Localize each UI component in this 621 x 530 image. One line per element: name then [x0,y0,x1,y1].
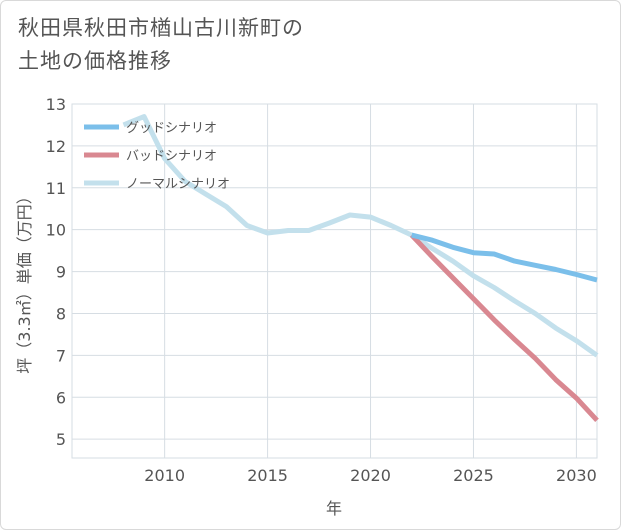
series-lines [122,114,599,423]
y-tick-label: 6 [56,388,66,407]
x-tick-label: 2015 [247,466,288,485]
y-tick-label: 12 [46,137,66,156]
x-tick-labels: 2010 2015 2020 2025 2030 [144,466,596,485]
x-tick-label: 2020 [350,466,391,485]
series-line [409,233,599,423]
chart-title-line-2: 土地の価格推移 [18,49,172,73]
y-axis-label: 坪（3.3㎡）単価（万円） [15,188,34,373]
y-tick-labels: 5 6 7 8 9 10 11 12 13 [46,95,66,449]
y-tick-label: 10 [46,221,66,240]
y-tick-label: 5 [56,430,66,449]
x-tick-label: 2010 [144,466,185,485]
legend-label: グッドシナリオ [126,121,217,136]
y-tick-label: 8 [56,304,66,323]
y-tick-label: 11 [46,179,66,198]
x-axis-label: 年 [326,499,342,518]
chart-title-line-1: 秋田県秋田市楢山古川新町の [18,16,304,40]
grid-lines [72,104,597,458]
y-tick-label: 13 [46,95,66,114]
series-line [122,114,599,358]
chart-title: 秋田県秋田市楢山古川新町の 土地の価格推移 [18,12,304,78]
y-tick-label: 7 [56,346,66,365]
y-tick-label: 9 [56,263,66,282]
x-tick-label: 2025 [453,466,494,485]
legend-label: バッドシナリオ [126,149,217,164]
series-line [411,232,598,283]
plot-area [71,103,598,459]
x-tick-label: 2030 [556,466,597,485]
legend-label: ノーマルシナリオ [126,177,230,192]
